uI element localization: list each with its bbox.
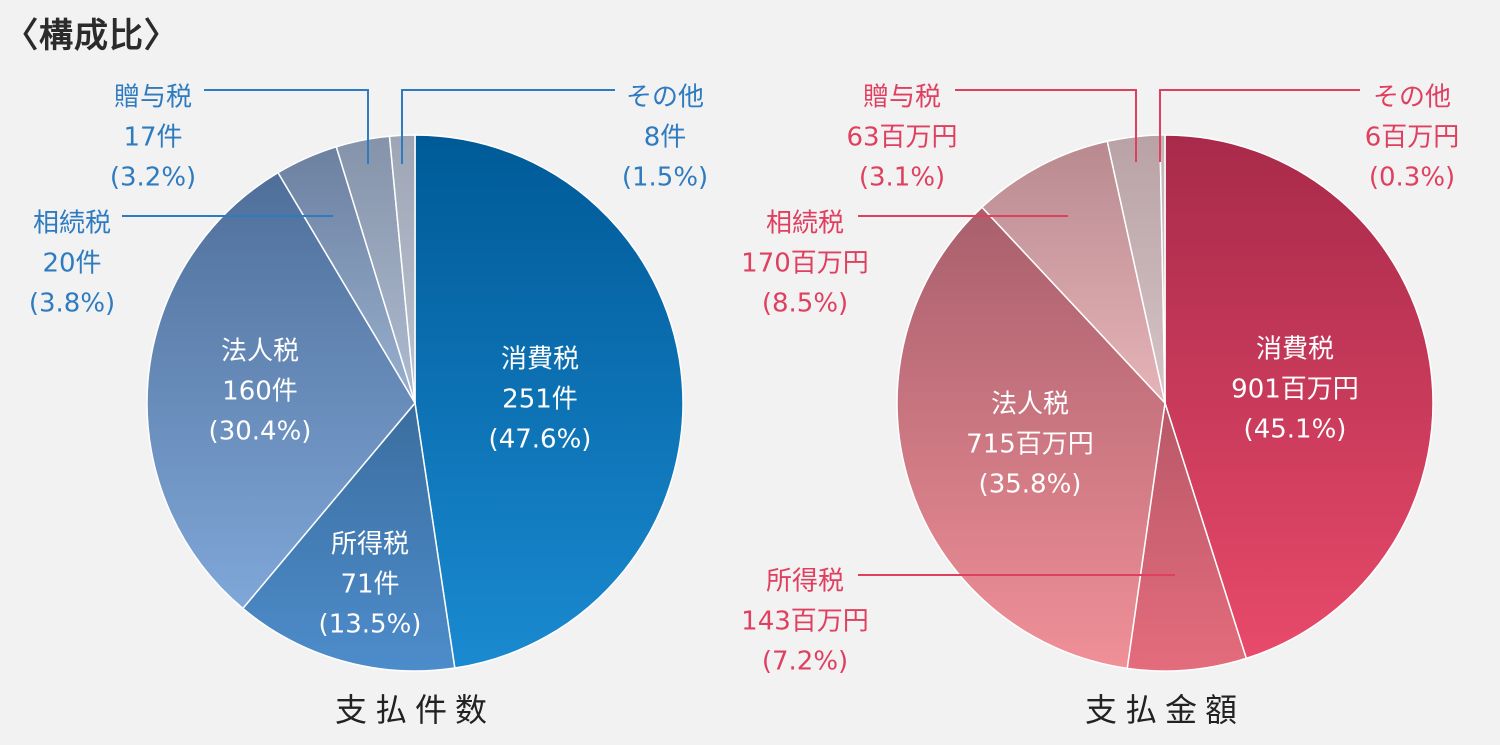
slice-label-percent-text-1-0: (45.1%): [1244, 415, 1347, 445]
slice-label-value-text-1-3: 170百万円: [741, 249, 869, 279]
slice-label-value-text-1-5: 6百万円: [1365, 123, 1460, 153]
slice-label-percent-text-1-1: (7.2%): [762, 647, 848, 677]
slice-label-percent-text-0-4: (3.2%): [110, 163, 196, 193]
slice-label-name-1-1: 所得税: [766, 567, 844, 597]
slice-label-percent-text-1-5: (0.3%): [1369, 163, 1455, 193]
pie-chart-count: 消費税 251件 (47.6%) 所得税 71件 (13.5%) 法人税 160件 (30.4%…: [29, 83, 708, 730]
slice-label-percent-text-0-2: (30.4%): [209, 417, 312, 447]
slice-label-name-0-4: 贈与税: [114, 83, 192, 113]
chart-title-1: 支払金額: [1085, 691, 1245, 729]
slice-label-value-text-0-5: 8件: [644, 123, 687, 153]
slice-label-name-0-3: 相続税: [33, 209, 111, 239]
slice-label-value-text-0-1: 71件: [340, 570, 399, 600]
slice-label-value-text-0-4: 17件: [123, 123, 182, 153]
slice-label-value-text-0-2: 160件: [222, 377, 298, 407]
pie-slice-0-2: [146, 171, 416, 610]
leader-line-0-4: [204, 89, 369, 164]
leader-line-1-5: [1159, 89, 1360, 162]
slice-label-name-0-0: 消費税: [501, 345, 579, 375]
leader-line-0-5: [401, 89, 615, 164]
slice-label-name-1-4: 贈与税: [863, 83, 941, 113]
slice-label-name-0-5: その他: [626, 83, 704, 113]
slice-label-name-1-0: 消費税: [1256, 335, 1334, 365]
slice-label-value-text-0-0: 251件: [502, 385, 578, 415]
slice-label-percent-text-1-2: (35.8%): [979, 470, 1082, 500]
pie-slice-0-0: [414, 134, 684, 669]
page-title: 〈構成比〉: [4, 16, 179, 56]
slice-label-value-text-1-4: 63百万円: [846, 123, 957, 153]
pie-slice-1-1: [1126, 402, 1248, 672]
slice-label-percent-text-0-0: (47.6%): [489, 425, 592, 455]
slice-label-percent-text-0-1: (13.5%): [319, 610, 422, 640]
chart-title-0: 支払件数: [335, 691, 495, 729]
slice-label-percent-text-0-3: (3.8%): [29, 289, 115, 319]
slice-label-value-text-1-1: 143百万円: [741, 607, 869, 637]
pie-slice-1-2: [896, 206, 1166, 670]
slice-label-value-text-0-3: 20件: [42, 249, 101, 279]
slice-label-name-1-5: その他: [1373, 83, 1451, 113]
pie-slice-0-1: [241, 401, 456, 672]
pie-slice-1-3: [980, 140, 1167, 406]
slice-label-name-0-2: 法人税: [221, 337, 299, 367]
slice-label-name-1-2: 法人税: [991, 390, 1069, 420]
slice-label-percent-text-0-5: (1.5%): [622, 163, 708, 193]
slice-label-name-0-1: 所得税: [331, 530, 409, 560]
pie-slice-1-0: [1164, 134, 1434, 660]
slice-label-percent-text-1-4: (3.1%): [859, 163, 945, 193]
slice-label-percent-text-1-3: (8.5%): [762, 289, 848, 319]
slice-label-value-text-1-0: 901百万円: [1231, 375, 1359, 405]
pie-chart-amount: 消費税 901百万円 (45.1%) 所得税 143百万円 (7.2%) 法人税 715百万円…: [741, 83, 1459, 730]
leader-line-1-4: [955, 89, 1137, 162]
slice-label-value-text-1-2: 715百万円: [966, 430, 1094, 460]
slice-label-name-1-3: 相続税: [766, 209, 844, 239]
